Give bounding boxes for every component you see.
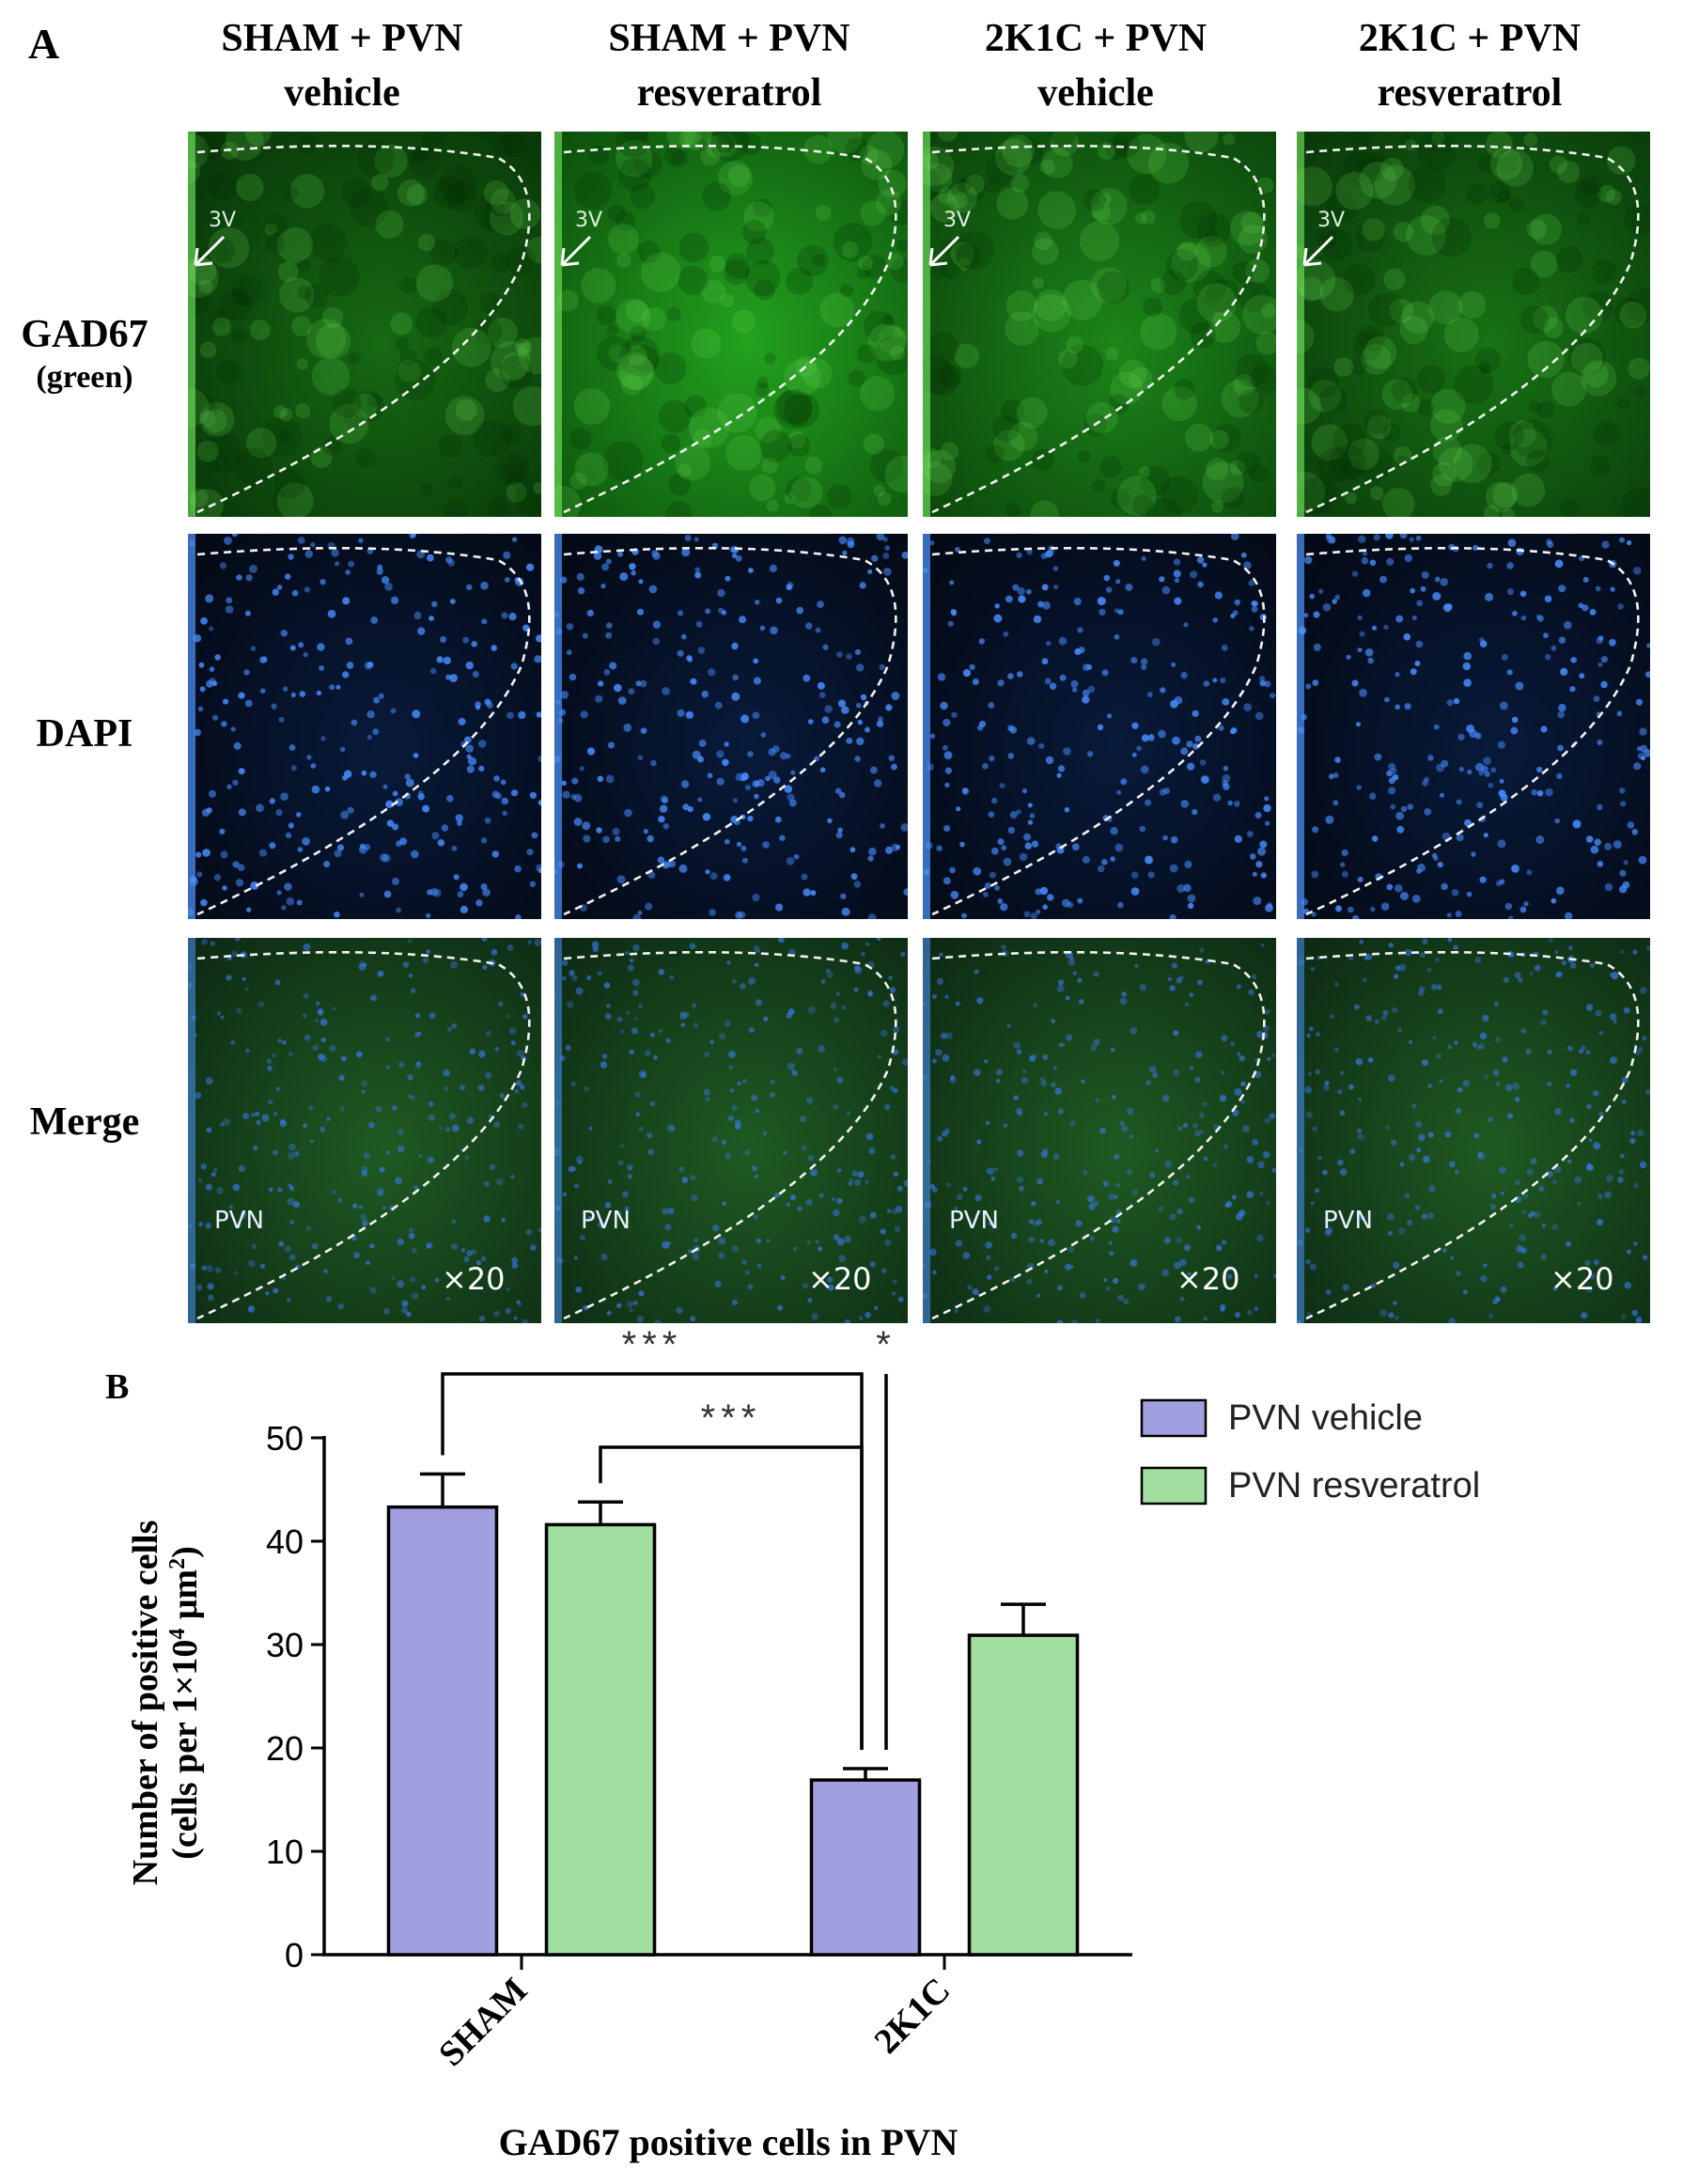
arrow-icon (928, 235, 960, 267)
y-axis-title-line1: Number of positive cells (126, 1521, 165, 1886)
row-label-gad67: GAD67 (green) (0, 310, 169, 397)
y-tick-label: 0 (285, 1936, 304, 1974)
y-tick-label: 20 (266, 1729, 304, 1768)
column-title-line2: resveratrol (1377, 71, 1563, 115)
micrograph-image (188, 534, 541, 919)
legend-label: PVN resveratrol (1228, 1466, 1480, 1505)
pvn-boundary-outline (196, 546, 531, 916)
micrograph-image (188, 938, 541, 1323)
pvn-label: PVN (1323, 1207, 1373, 1235)
pvn-boundary-outline (563, 144, 897, 514)
row-label-line2: (green) (36, 360, 133, 395)
micrograph-image (923, 938, 1276, 1323)
column-title-sham-vehicle: SHAM + PVN vehicle (164, 11, 521, 120)
micrograph-image (554, 534, 908, 919)
legend-swatch (1140, 1466, 1208, 1505)
bar (967, 1633, 1080, 1957)
arrow-icon (1302, 235, 1334, 267)
pvn-boundary-outline (196, 950, 531, 1320)
y-tick-label: 40 (266, 1522, 304, 1561)
pvn-boundary-outline (563, 546, 897, 916)
micrograph-image (1297, 132, 1650, 517)
pvn-label: PVN (581, 1207, 631, 1235)
micrograph-image (923, 534, 1276, 919)
column-title-2k1c-resveratrol: 2K1C + PVN resveratrol (1291, 11, 1648, 120)
y-tick-label: 50 (266, 1419, 304, 1458)
micrograph-green-3: 3V (923, 132, 1276, 517)
bar (386, 1505, 499, 1957)
column-title-line2: vehicle (1037, 71, 1154, 115)
micrograph-merge-3: PVN ×20 (923, 938, 1276, 1323)
magnification-label: ×20 (442, 1261, 506, 1297)
micrograph-blue-2 (554, 534, 908, 919)
panel-a-letter: A (28, 20, 60, 68)
third-ventricle-label: 3V (209, 209, 237, 232)
micrograph-blue-3 (923, 534, 1276, 919)
column-title-line1: 2K1C + PVN (984, 17, 1208, 60)
pvn-boundary-outline (931, 950, 1266, 1320)
legend-swatch (1140, 1398, 1208, 1438)
significance-bracket (441, 1372, 864, 1750)
micrograph-merge-4: PVN ×20 (1297, 938, 1650, 1323)
row-label-line1: DAPI (36, 712, 133, 756)
column-title-line2: resveratrol (636, 71, 822, 115)
x-axis-title: GAD67 positive cells in PVN (499, 2121, 958, 2163)
magnification-label: ×20 (1177, 1261, 1240, 1297)
pvn-label: PVN (949, 1207, 999, 1235)
significance-bracket (599, 1445, 864, 1750)
micrograph-green-2: 3V (554, 132, 908, 517)
micrograph-green-1: 3V (188, 132, 541, 517)
x-tick-label: 2K1C (866, 1971, 958, 2062)
bar (809, 1778, 922, 1957)
micrograph-image (554, 938, 908, 1323)
micrograph-image (1297, 534, 1650, 919)
micrograph-green-4: 3V (1297, 132, 1650, 517)
third-ventricle-label: 3V (943, 209, 972, 232)
pvn-boundary-outline (1305, 546, 1640, 916)
micrograph-merge-1: PVN ×20 (188, 938, 541, 1323)
significance-label: *** (622, 1324, 683, 1365)
magnification-label: ×20 (808, 1261, 872, 1297)
column-title-line1: SHAM + PVN (608, 17, 850, 60)
pvn-label: PVN (214, 1207, 264, 1235)
arrow-icon (560, 235, 592, 267)
third-ventricle-label: 3V (575, 209, 603, 232)
row-label-dapi: DAPI (0, 710, 169, 758)
arrow-icon (194, 235, 226, 267)
pvn-boundary-outline (563, 950, 897, 1320)
pvn-boundary-outline (931, 144, 1266, 514)
x-tick-label: SHAM (431, 1971, 535, 2074)
legend-label: PVN vehicle (1228, 1398, 1423, 1438)
column-title-sham-resveratrol: SHAM + PVN resveratrol (551, 11, 908, 120)
column-title-2k1c-vehicle: 2K1C + PVN vehicle (917, 11, 1274, 120)
micrograph-image (188, 132, 541, 517)
micrograph-image (923, 132, 1276, 517)
third-ventricle-label: 3V (1317, 209, 1346, 232)
pvn-boundary-outline (1305, 144, 1640, 514)
row-label-merge: Merge (0, 1098, 169, 1147)
row-label-line1: GAD67 (21, 313, 148, 356)
row-label-line1: Merge (29, 1100, 140, 1144)
bar (544, 1522, 657, 1957)
micrograph-image (554, 132, 908, 517)
column-title-line1: SHAM + PVN (221, 17, 463, 60)
micrograph-blue-4 (1297, 534, 1650, 919)
y-axis-title-line2: (cells per 1×104 μm2) (165, 1546, 205, 1859)
y-tick-label: 30 (266, 1626, 304, 1664)
magnification-label: ×20 (1551, 1261, 1614, 1297)
y-axis-title: Number of positive cells (cells per 1×104… (126, 1521, 205, 1886)
significance-label: * (876, 1324, 896, 1365)
micrograph-blue-1 (188, 534, 541, 919)
pvn-boundary-outline (1305, 950, 1640, 1320)
panel-b-letter: B (105, 1367, 129, 1407)
column-title-line2: vehicle (284, 71, 400, 115)
y-tick-label: 10 (266, 1833, 304, 1871)
micrograph-image (1297, 938, 1650, 1323)
significance-label: *** (701, 1397, 762, 1439)
pvn-boundary-outline (196, 144, 531, 514)
pvn-boundary-outline (931, 546, 1266, 916)
column-title-line1: 2K1C + PVN (1358, 17, 1582, 60)
micrograph-merge-2: PVN ×20 (554, 938, 908, 1323)
